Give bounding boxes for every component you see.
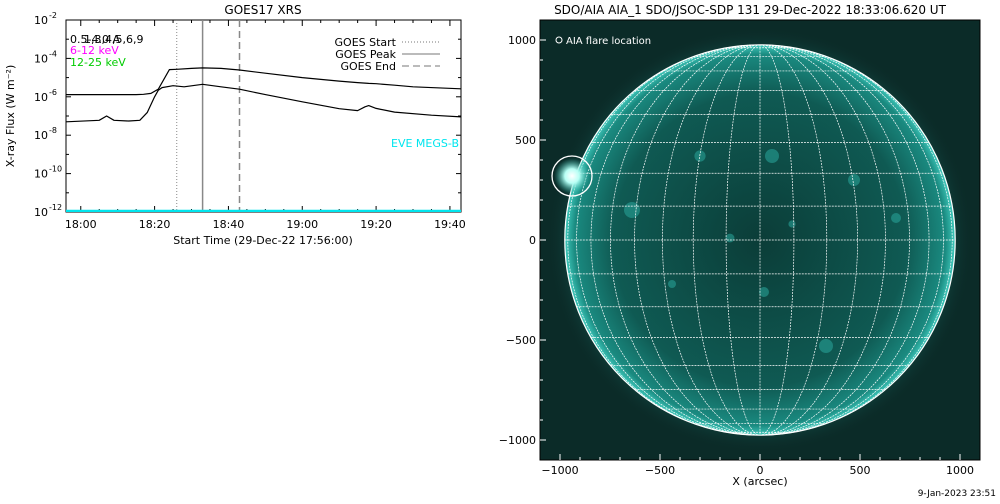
aia-y-tick-label: 500 xyxy=(515,134,536,147)
y-tick-exponent: -12 xyxy=(49,203,62,212)
active-region xyxy=(765,149,779,163)
goes-title: GOES17 XRS xyxy=(224,3,301,17)
series-line-short-channel xyxy=(66,83,461,123)
active-region xyxy=(668,280,676,288)
aia-image-panel: SDO/AIA AIA_1 SDO/JSOC-SDP 131 29-Dec-20… xyxy=(499,3,981,488)
active-region xyxy=(819,339,833,353)
aia-x-axis: −1000 −500 0 500 1000 xyxy=(541,454,974,477)
aia-x-tick-label: 500 xyxy=(850,464,871,477)
y-tick-exponent: -4 xyxy=(49,49,57,58)
goes-plot-frame xyxy=(65,19,462,213)
y-tick-exponent: -2 xyxy=(49,11,57,20)
y-tick-label: 10 xyxy=(34,206,48,219)
active-region xyxy=(848,174,860,186)
y-tick-label: 10 xyxy=(34,91,48,104)
active-region xyxy=(694,150,706,162)
goes-x-axis: 18:00 18:20 18:40 19:00 19:20 19:40 xyxy=(65,20,466,231)
longitude-line xyxy=(759,44,944,436)
y-tick-exponent: -8 xyxy=(49,126,57,135)
longitude-line xyxy=(590,44,761,436)
longitude-line xyxy=(759,44,828,436)
y-tick-label: 10 xyxy=(34,52,48,65)
longitude-line xyxy=(634,44,761,436)
active-region xyxy=(725,233,735,243)
active-region xyxy=(759,287,769,297)
y-tick-exponent: -6 xyxy=(49,88,57,97)
aia-y-axis: 1000 500 0 −500 −1000 xyxy=(499,34,546,447)
x-tick-label: 19:40 xyxy=(434,218,466,231)
longitude-line xyxy=(662,44,761,436)
flare-brightening xyxy=(554,158,590,194)
longitude-line xyxy=(759,44,910,436)
footer-date: 9-Jan-2023 23:51 xyxy=(918,489,996,499)
x-tick-label: 19:00 xyxy=(286,218,318,231)
longitude-line xyxy=(759,44,886,436)
heliographic-grid xyxy=(564,44,956,436)
aia-image: AIA flare location xyxy=(540,20,980,460)
goes-y-axis-label: X-ray Flux (W m⁻²) xyxy=(4,65,17,167)
aia-title: SDO/AIA AIA_1 SDO/JSOC-SDP 131 29-Dec-20… xyxy=(554,3,947,17)
x-tick-label: 18:40 xyxy=(213,218,245,231)
aia-x-axis-label: X (arcsec) xyxy=(732,475,787,488)
goes-event-markers xyxy=(176,20,241,212)
active-region xyxy=(624,202,640,218)
legend-label: GOES End xyxy=(340,60,396,73)
legend-label: GOES Start xyxy=(335,36,397,49)
channel-label-long: 0.5-4.0 A xyxy=(70,33,120,46)
legend-circle-icon xyxy=(555,36,563,44)
aia-x-tick-label: 1000 xyxy=(946,464,974,477)
y-tick-exponent: -10 xyxy=(49,165,62,174)
y-tick-label: 10 xyxy=(34,14,48,27)
legend-label: GOES Peak xyxy=(335,48,396,61)
longitude-line xyxy=(725,44,761,436)
aia-x-tick-label: −1000 xyxy=(541,464,578,477)
x-tick-label: 19:20 xyxy=(360,218,392,231)
longitude-line xyxy=(567,44,761,436)
longitude-line xyxy=(759,44,858,436)
y-tick-label: 10 xyxy=(34,129,48,142)
aia-y-tick-label: 1000 xyxy=(508,34,536,47)
active-region xyxy=(891,213,901,223)
channel-label-6-12kev: 6-12 keV xyxy=(70,44,119,57)
aia-x-tick-label: −500 xyxy=(645,464,675,477)
aia-x-tick-label: 0 xyxy=(757,464,764,477)
channel-label-12-25kev: 12-25 keV xyxy=(70,56,126,69)
flare-location-marker xyxy=(551,155,593,197)
longitude-line xyxy=(759,44,795,436)
aia-y-tick-label: −500 xyxy=(506,334,536,347)
longitude-line xyxy=(759,44,953,436)
active-region xyxy=(788,220,796,228)
aia-y-tick-label: 0 xyxy=(529,234,536,247)
longitude-line xyxy=(692,44,761,436)
aia-y-tick-label: −1000 xyxy=(499,434,536,447)
y-tick-label: 10 xyxy=(34,168,48,181)
x-tick-label: 18:00 xyxy=(65,218,97,231)
x-tick-label: 18:20 xyxy=(139,218,171,231)
longitude-line xyxy=(759,44,930,436)
goes-series-group xyxy=(66,67,461,212)
longitude-line xyxy=(610,44,761,436)
eve-megs-label: EVE MEGS-B xyxy=(391,137,459,150)
series-line-long-channel xyxy=(66,67,461,96)
aia-legend-label: AIA flare location xyxy=(566,36,651,47)
limb-outline xyxy=(564,44,956,436)
goes-x-axis-label: Start Time (29-Dec-22 17:56:00) xyxy=(173,234,353,247)
channel-label-detectors: 1,3,4,5,6,9 xyxy=(84,33,143,46)
longitude-line xyxy=(576,44,761,436)
